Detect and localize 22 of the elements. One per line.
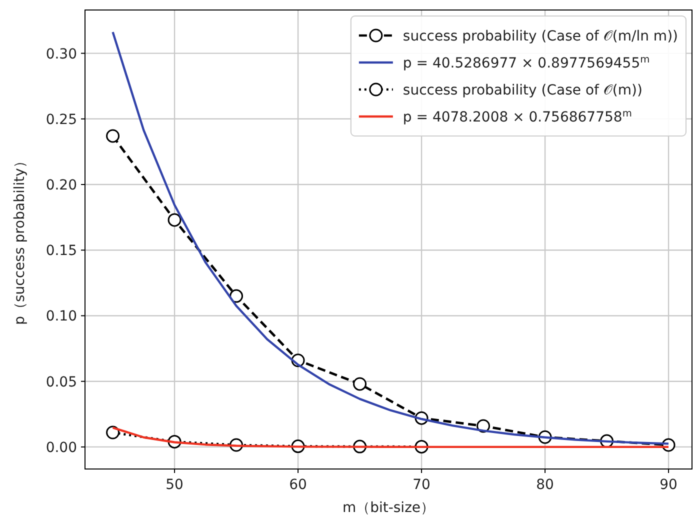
x-axis-title: m（bit-size） [342,500,435,516]
point [106,129,120,143]
x-tick-label: 60 [289,477,307,493]
legend-label: success probability (Case of 𝒪(m)) [402,82,642,98]
x-tick-label: 70 [412,477,430,493]
x-tick-label: 80 [536,477,554,493]
legend-label: p = 4078.2008 × 0.756867758$^{m}$ [402,108,632,126]
y-axis-title: p（success probability） [12,154,28,325]
point [230,289,244,303]
y-tick-label: 0.30 [46,46,77,62]
y-tick-label: 0.25 [46,112,77,128]
y-tick-label: 0.05 [46,374,77,390]
y-tick-label: 0.15 [46,243,77,260]
legend-label: success probability (Case of 𝒪(m/ln m)) [402,28,678,44]
y-tick-label: 0.00 [46,440,77,456]
point [168,213,182,227]
y-tick-label: 0.20 [46,178,77,194]
x-tick-label: 90 [660,477,678,493]
y-tick-label: 0.10 [46,308,77,325]
legend-label: p = 40.5286977 × 0.8977569455$^{m}$ [402,54,650,72]
point [353,377,367,391]
x-tick-label: 50 [166,477,184,493]
